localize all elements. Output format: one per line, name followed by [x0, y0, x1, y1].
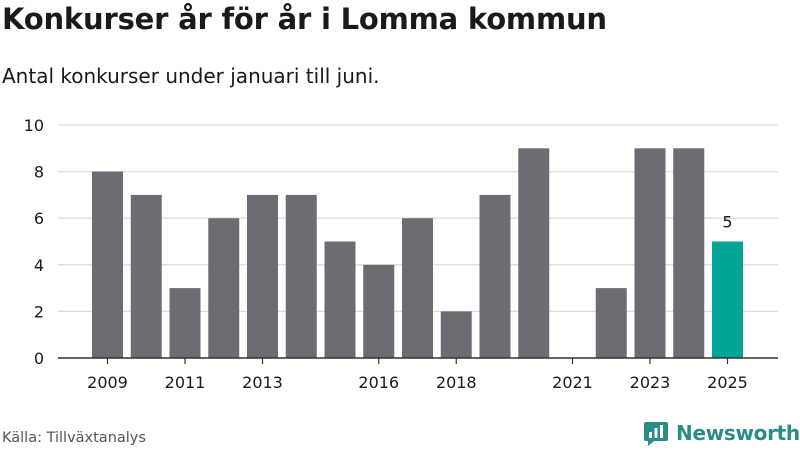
annotations: 5	[722, 213, 732, 232]
x-tick-label: 2011	[165, 373, 206, 392]
bar-2016	[363, 264, 395, 358]
source-note: Källa: Tillväxtanalys	[2, 430, 146, 446]
y-tick-label: 0	[34, 349, 44, 368]
bar-2022	[595, 288, 627, 358]
bar-2024	[673, 148, 705, 358]
bar-2020	[518, 148, 550, 358]
x-tick-label: 2025	[707, 373, 748, 392]
bar-2023	[634, 148, 666, 358]
bar-2010	[130, 194, 162, 358]
y-tick-label: 4	[34, 256, 44, 275]
x-tick-label: 2018	[436, 373, 477, 392]
y-tick-label: 6	[34, 209, 44, 228]
newsworthy-logo-icon	[644, 422, 668, 446]
x-tick-label: 2013	[242, 373, 283, 392]
chart-subtitle: Antal konkurser under januari till juni.	[2, 64, 380, 88]
x-tick-label: 2021	[552, 373, 593, 392]
x-tick-label: 2016	[358, 373, 399, 392]
chart-title: Konkurser år för år i Lomma kommun	[2, 2, 607, 36]
data-label-2025: 5	[722, 213, 732, 232]
bar-2013	[247, 194, 278, 358]
bar-2014	[285, 194, 317, 358]
bar-2018	[440, 311, 472, 358]
brand[interactable]: Newsworthy	[644, 420, 800, 446]
bar-2009	[92, 171, 123, 358]
y-tick-label: 2	[34, 302, 44, 321]
y-tick-label: 8	[34, 163, 44, 182]
x-tick-label: 2023	[630, 373, 671, 392]
bars	[92, 148, 743, 358]
bar-2017	[402, 218, 433, 358]
bar-2011	[169, 288, 201, 358]
bar-2019	[479, 194, 511, 358]
y-axis-labels: 0 2 4 6 8 10	[24, 116, 44, 368]
x-tick-label: 2009	[87, 373, 128, 392]
bar-2012	[208, 218, 240, 358]
bar-2015	[324, 241, 356, 358]
bar-2025	[712, 241, 743, 358]
brand-name: Newsworthy	[676, 421, 800, 445]
x-axis: 2009 2011 2013 2016 2018 2021 2023 2025	[58, 357, 778, 392]
y-tick-label: 10	[24, 116, 44, 135]
